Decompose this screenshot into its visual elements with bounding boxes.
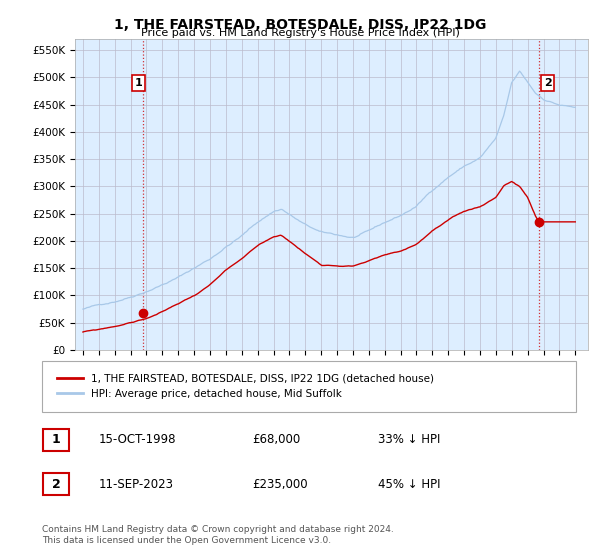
Legend: 1, THE FAIRSTEAD, BOTESDALE, DISS, IP22 1DG (detached house), HPI: Average price: 1, THE FAIRSTEAD, BOTESDALE, DISS, IP22 … bbox=[53, 370, 438, 403]
Text: Contains HM Land Registry data © Crown copyright and database right 2024.
This d: Contains HM Land Registry data © Crown c… bbox=[42, 525, 394, 545]
Text: 2: 2 bbox=[52, 478, 61, 491]
Text: £235,000: £235,000 bbox=[252, 478, 308, 491]
Text: 1, THE FAIRSTEAD, BOTESDALE, DISS, IP22 1DG: 1, THE FAIRSTEAD, BOTESDALE, DISS, IP22 … bbox=[114, 18, 486, 32]
Text: 45% ↓ HPI: 45% ↓ HPI bbox=[378, 478, 440, 491]
Text: 1: 1 bbox=[52, 433, 61, 446]
Text: 15-OCT-1998: 15-OCT-1998 bbox=[99, 433, 176, 446]
Text: 33% ↓ HPI: 33% ↓ HPI bbox=[378, 433, 440, 446]
Text: £68,000: £68,000 bbox=[252, 433, 300, 446]
Text: 1: 1 bbox=[134, 78, 142, 88]
Text: 11-SEP-2023: 11-SEP-2023 bbox=[99, 478, 174, 491]
Text: 2: 2 bbox=[544, 78, 551, 88]
Text: Price paid vs. HM Land Registry's House Price Index (HPI): Price paid vs. HM Land Registry's House … bbox=[140, 28, 460, 38]
